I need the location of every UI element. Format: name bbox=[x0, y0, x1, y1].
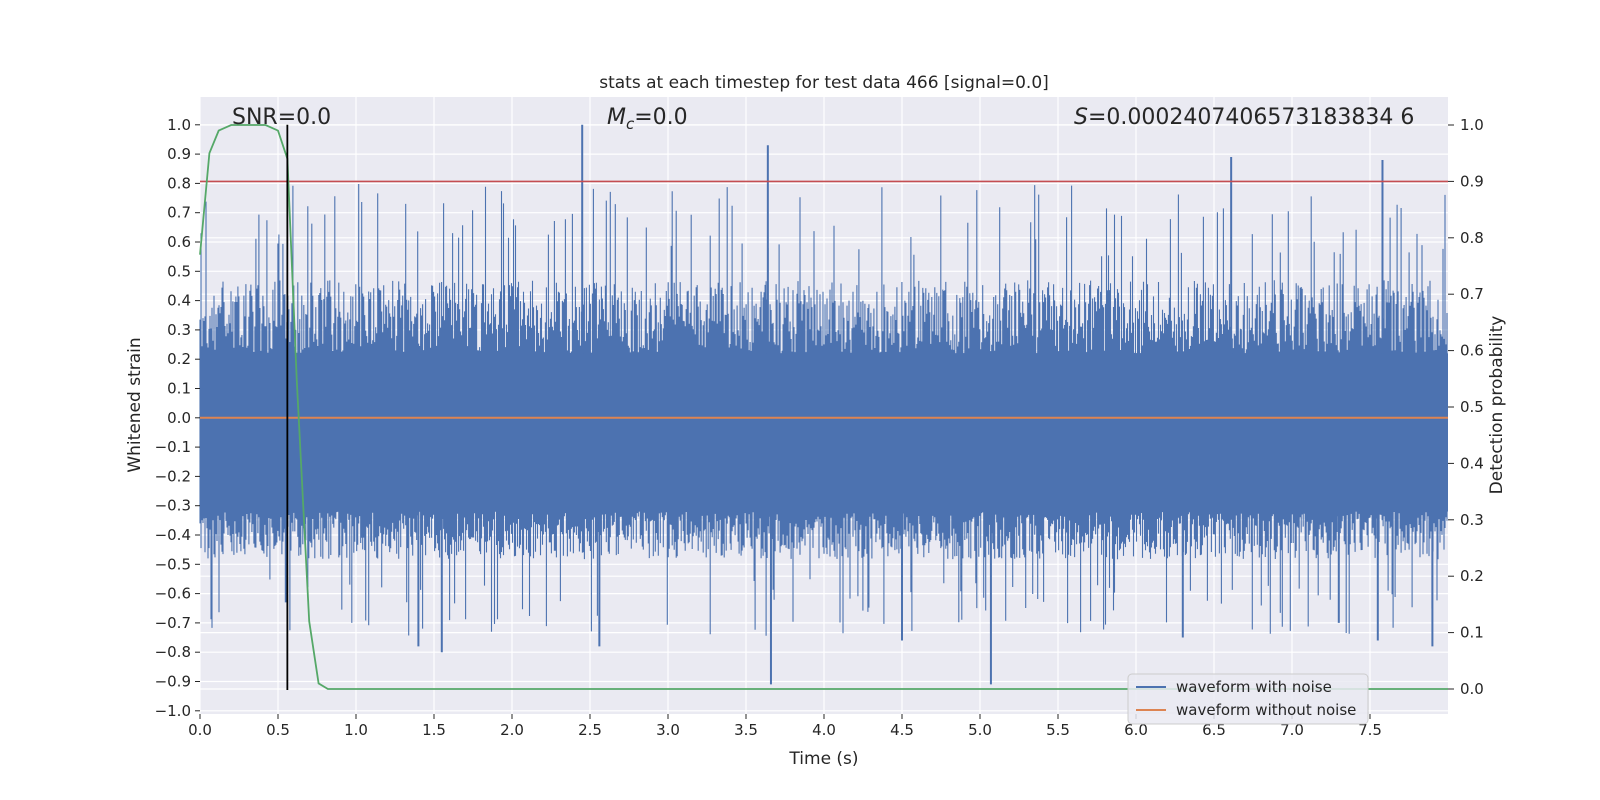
chart-title: stats at each timestep for test data 466… bbox=[599, 73, 1049, 93]
x-tick-label: 0.5 bbox=[266, 721, 290, 739]
y-axis-label: Whitened strain bbox=[125, 337, 145, 472]
x-tick-label: 4.5 bbox=[890, 721, 914, 739]
waveform-with-noise-series bbox=[199, 124, 1448, 685]
y-tick-label: 0.6 bbox=[167, 233, 191, 251]
y-tick-label: 1.0 bbox=[167, 116, 191, 134]
legend: waveform with noise waveform without noi… bbox=[1127, 673, 1369, 725]
y2-axis-label: Detection probability bbox=[1487, 316, 1507, 495]
chirp-mass-annotation: Mc=0.0 bbox=[607, 105, 688, 133]
x-tick-label: 3.5 bbox=[734, 721, 758, 739]
x-axis-ticks: 0.0 0.5 1.0 1.5 2.0 2.5 3.0 3.5 4.0 4.5 5.0 5.5 6.0 6… bbox=[188, 714, 1382, 739]
y2-tick-label: 0.1 bbox=[1460, 624, 1484, 642]
y2-tick-label: 1.0 bbox=[1460, 116, 1484, 134]
y-axis-ticks: 1.0 0.9 0.8 0.7 0.6 0.5 0.4 0.3 0.2 0.1 0.0 −0.1 −0.… bbox=[155, 116, 200, 720]
x-tick-label: 6.0 bbox=[1124, 721, 1148, 739]
snr-annotation: SNR=0.0 bbox=[232, 105, 331, 130]
y-tick-label: 0.8 bbox=[167, 174, 191, 192]
x-axis-label: Time (s) bbox=[788, 749, 858, 769]
y-tick-label: −0.6 bbox=[155, 585, 191, 603]
x-tick-label: 1.5 bbox=[422, 721, 446, 739]
y-tick-label: −0.8 bbox=[155, 643, 191, 661]
x-tick-label: 3.0 bbox=[656, 721, 680, 739]
noise-core-band bbox=[200, 353, 1448, 512]
legend-box bbox=[1127, 673, 1369, 725]
legend-label-clean: waveform without noise bbox=[1176, 701, 1356, 719]
y-tick-label: −0.4 bbox=[155, 526, 191, 544]
x-tick-label: 6.5 bbox=[1202, 721, 1226, 739]
y-tick-label: 0.2 bbox=[167, 350, 191, 368]
chirp-mass-subscript: c bbox=[626, 115, 635, 133]
y-tick-label: −0.2 bbox=[155, 467, 191, 485]
y-tick-label: 0.3 bbox=[167, 321, 191, 339]
y2-tick-label: 0.9 bbox=[1460, 172, 1484, 190]
x-tick-label: 4.0 bbox=[812, 721, 836, 739]
overlay-lines bbox=[199, 124, 1448, 690]
y2-tick-label: 0.3 bbox=[1460, 511, 1484, 529]
x-tick-label: 5.0 bbox=[968, 721, 992, 739]
y-tick-label: 0.7 bbox=[167, 204, 191, 222]
y2-tick-label: 0.2 bbox=[1460, 567, 1484, 585]
y-tick-label: −1.0 bbox=[155, 702, 191, 720]
y2-tick-label: 0.0 bbox=[1460, 680, 1484, 698]
y-tick-label: −0.1 bbox=[155, 438, 191, 456]
x-tick-label: 1.0 bbox=[344, 721, 368, 739]
x-tick-label: 5.5 bbox=[1046, 721, 1070, 739]
y-tick-label: −0.3 bbox=[155, 497, 191, 515]
y2-tick-label: 0.4 bbox=[1460, 454, 1484, 472]
statistic-symbol: S bbox=[1074, 105, 1088, 130]
y-tick-label: 0.9 bbox=[167, 145, 191, 163]
y2-tick-label: 0.6 bbox=[1460, 342, 1484, 360]
y-tick-label: 0.0 bbox=[167, 409, 191, 427]
y-tick-label: 0.5 bbox=[167, 262, 191, 280]
x-tick-label: 7.5 bbox=[1358, 721, 1382, 739]
chirp-mass-symbol: M bbox=[607, 105, 626, 130]
y-tick-label: −0.5 bbox=[155, 555, 191, 573]
y-tick-label: 0.4 bbox=[167, 292, 191, 310]
x-tick-label: 2.5 bbox=[578, 721, 602, 739]
y2-tick-label: 0.5 bbox=[1460, 398, 1484, 416]
chirp-mass-value: =0.0 bbox=[634, 105, 687, 130]
statistic-annotation: S=0.0002407406573183834 6 bbox=[1074, 105, 1414, 130]
y-tick-label: −0.9 bbox=[155, 673, 191, 691]
y2-tick-label: 0.7 bbox=[1460, 285, 1484, 303]
y-tick-label: 0.1 bbox=[167, 380, 191, 398]
statistic-value: =0.0002407406573183834 6 bbox=[1088, 105, 1414, 130]
y-tick-label: −0.7 bbox=[155, 614, 191, 632]
y2-axis-ticks: 1.0 0.9 0.8 0.7 0.6 0.5 0.4 0.3 0.2 0.1 0.0 bbox=[1448, 116, 1484, 698]
x-tick-label: 0.0 bbox=[188, 721, 212, 739]
x-tick-label: 7.0 bbox=[1280, 721, 1304, 739]
detection-probability-line bbox=[199, 124, 1448, 690]
legend-label-noise: waveform with noise bbox=[1176, 678, 1332, 696]
x-tick-label: 2.0 bbox=[500, 721, 524, 739]
y2-tick-label: 0.8 bbox=[1460, 229, 1484, 247]
